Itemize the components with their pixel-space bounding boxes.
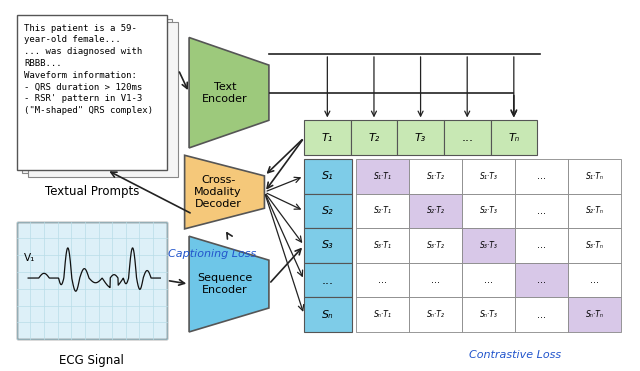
Bar bbox=[568, 263, 621, 297]
Polygon shape bbox=[189, 37, 269, 148]
Bar bbox=[410, 194, 463, 228]
Bar bbox=[515, 228, 568, 263]
Text: T₂: T₂ bbox=[369, 133, 380, 143]
Text: ...: ... bbox=[538, 206, 547, 216]
Text: Cross-
Modality
Decoder: Cross- Modality Decoder bbox=[195, 175, 242, 209]
Bar bbox=[515, 263, 568, 297]
Text: S₂·T₃: S₂·T₃ bbox=[480, 206, 498, 215]
Text: ...: ... bbox=[538, 310, 547, 320]
Bar bbox=[463, 194, 515, 228]
Bar bbox=[397, 120, 444, 155]
Bar bbox=[568, 228, 621, 263]
Text: T₃: T₃ bbox=[415, 133, 426, 143]
Text: ...: ... bbox=[484, 275, 493, 285]
Bar bbox=[356, 263, 410, 297]
Bar bbox=[22, 19, 173, 173]
Text: Sₙ·T₂: Sₙ·T₂ bbox=[427, 310, 445, 319]
Text: Captioning Loss: Captioning Loss bbox=[168, 249, 257, 259]
Bar bbox=[568, 194, 621, 228]
Text: S₂: S₂ bbox=[322, 206, 334, 216]
Bar bbox=[515, 159, 568, 194]
Text: ...: ... bbox=[322, 273, 334, 286]
Text: S₁: S₁ bbox=[322, 171, 334, 181]
Text: ...: ... bbox=[431, 275, 440, 285]
Bar bbox=[17, 221, 167, 339]
Text: ...: ... bbox=[461, 131, 473, 144]
Text: S₃·T₃: S₃·T₃ bbox=[480, 241, 498, 250]
Text: ...: ... bbox=[538, 171, 547, 181]
Bar bbox=[463, 263, 515, 297]
Bar bbox=[356, 228, 410, 263]
Bar bbox=[304, 263, 352, 297]
Text: ...: ... bbox=[591, 275, 600, 285]
Bar bbox=[304, 228, 352, 263]
Polygon shape bbox=[184, 155, 264, 229]
Bar bbox=[568, 159, 621, 194]
Bar bbox=[410, 297, 463, 332]
Bar bbox=[304, 194, 352, 228]
Bar bbox=[304, 159, 352, 194]
Bar bbox=[490, 120, 537, 155]
Text: S₃·T₁: S₃·T₁ bbox=[374, 241, 392, 250]
Text: S₃·Tₙ: S₃·Tₙ bbox=[586, 241, 604, 250]
Text: Contrastive Loss: Contrastive Loss bbox=[469, 350, 561, 360]
Bar bbox=[410, 228, 463, 263]
Text: S₁·T₃: S₁·T₃ bbox=[480, 172, 498, 181]
Text: ...: ... bbox=[538, 240, 547, 250]
Bar bbox=[568, 297, 621, 332]
Text: Sₙ·T₃: Sₙ·T₃ bbox=[480, 310, 498, 319]
Bar bbox=[17, 16, 167, 170]
Text: ...: ... bbox=[538, 275, 547, 285]
Text: Sₙ·T₁: Sₙ·T₁ bbox=[374, 310, 392, 319]
Bar bbox=[515, 297, 568, 332]
Bar bbox=[351, 120, 397, 155]
Text: S₃·T₂: S₃·T₂ bbox=[427, 241, 445, 250]
Bar bbox=[515, 194, 568, 228]
Bar bbox=[356, 194, 410, 228]
Text: ECG Signal: ECG Signal bbox=[60, 354, 124, 367]
Bar bbox=[304, 120, 351, 155]
Text: Sₙ·Tₙ: Sₙ·Tₙ bbox=[586, 310, 604, 319]
Text: Text
Encoder: Text Encoder bbox=[202, 82, 248, 104]
Text: S₃: S₃ bbox=[322, 240, 334, 250]
Bar bbox=[463, 297, 515, 332]
Text: Sequence
Encoder: Sequence Encoder bbox=[197, 273, 253, 295]
Bar bbox=[410, 263, 463, 297]
Text: S₁·T₂: S₁·T₂ bbox=[427, 172, 445, 181]
Text: This patient is a 59-
year-old female...
... was diagnosed with
RBBB...
Waveform: This patient is a 59- year-old female...… bbox=[24, 23, 154, 115]
Bar bbox=[463, 228, 515, 263]
Bar bbox=[304, 297, 352, 332]
Bar bbox=[444, 120, 490, 155]
Text: Sₙ: Sₙ bbox=[322, 310, 334, 320]
Text: S₂·Tₙ: S₂·Tₙ bbox=[586, 206, 604, 215]
Bar bbox=[28, 22, 178, 177]
Bar bbox=[463, 159, 515, 194]
Bar bbox=[410, 159, 463, 194]
Polygon shape bbox=[189, 236, 269, 332]
Bar bbox=[356, 159, 410, 194]
Text: S₂·T₂: S₂·T₂ bbox=[427, 206, 445, 215]
Text: ...: ... bbox=[378, 275, 387, 285]
Text: S₂·T₁: S₂·T₁ bbox=[374, 206, 392, 215]
Text: S₁·T₁: S₁·T₁ bbox=[374, 172, 392, 181]
Text: S₁·Tₙ: S₁·Tₙ bbox=[586, 172, 604, 181]
Text: Textual Prompts: Textual Prompts bbox=[45, 185, 139, 198]
Text: T₁: T₁ bbox=[322, 133, 333, 143]
Bar bbox=[356, 297, 410, 332]
Text: V₁: V₁ bbox=[24, 253, 36, 263]
Text: Tₙ: Tₙ bbox=[508, 133, 520, 143]
